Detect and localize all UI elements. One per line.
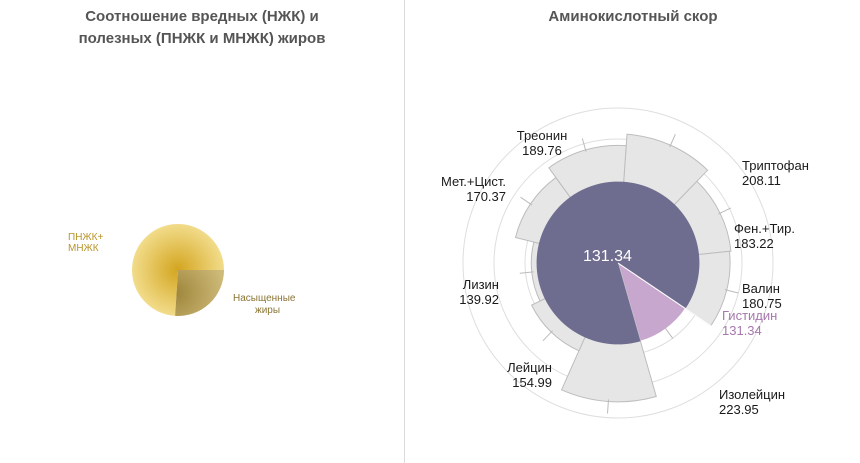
- category-label: Лейцин 154.99: [507, 360, 552, 390]
- amino-score-panel: Аминокислотный скор 131.34 Триптофан 208.…: [406, 0, 860, 463]
- label-leader: [581, 138, 587, 152]
- pie-label-saturated: Насыщенные жиры: [233, 293, 298, 316]
- label-leader: [519, 271, 534, 274]
- panel-divider: [404, 0, 405, 463]
- label-leader: [664, 327, 674, 339]
- label-leader: [724, 289, 739, 294]
- category-label: Валин 180.75: [742, 281, 782, 311]
- pie-slice-saturated: [175, 270, 224, 317]
- center-value: 131.34: [583, 248, 632, 265]
- fat-ratio-title-line-1: Соотношение вредных (НЖК) и: [85, 8, 319, 25]
- pie-label-pufa-mufa: ПНЖК+ МНЖК: [68, 232, 106, 254]
- label-leader: [718, 207, 732, 215]
- category-label: Треонин 189.76: [517, 128, 568, 158]
- category-label: Фен.+Тир. 183.22: [734, 221, 795, 251]
- amino-score-title: Аминокислотный скор: [548, 8, 718, 25]
- label-leader: [520, 196, 533, 206]
- grid-ring-250: [462, 107, 774, 419]
- category-label: Гистидин 131.34: [722, 308, 777, 338]
- fat-ratio-title-line-2: полезных (ПНЖК и МНЖК) жиров: [78, 30, 326, 47]
- pie-slice-pufa-mufa: [132, 224, 224, 316]
- fat-ratio-pie-chart: ПНЖК+ МНЖК Насыщенные жиры: [68, 224, 298, 317]
- category-label: Изолейцин 223.95: [719, 387, 785, 417]
- category-label: Мет.+Цист. 170.37: [441, 174, 506, 204]
- label-leader: [607, 399, 609, 414]
- amino-score-polar-chart: 131.34 Триптофан 208.11 Фен.+Тир. 183.22 Вал…: [441, 107, 809, 419]
- sector-divider-line: [617, 262, 717, 330]
- label-leader: [542, 330, 553, 342]
- category-label: Лизин 139.92: [459, 277, 499, 307]
- fat-ratio-panel: Соотношение вредных (НЖК) и полезных (ПН…: [0, 0, 404, 463]
- label-leader: [669, 133, 676, 148]
- fat-ratio-title: Соотношение вредных (НЖК) и полезных (ПН…: [0, 6, 404, 50]
- category-label: Триптофан 208.11: [742, 158, 809, 188]
